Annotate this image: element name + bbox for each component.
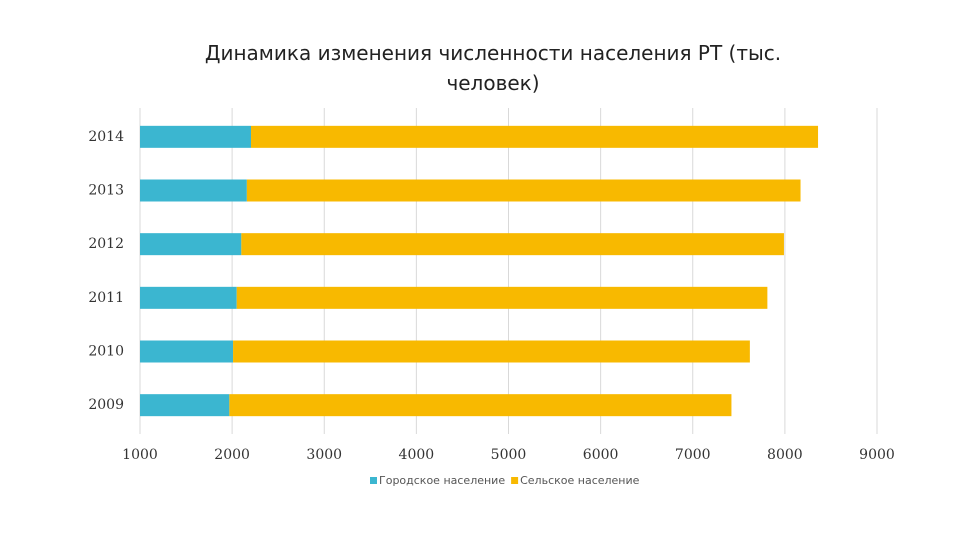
y-tick-label: 2014: [88, 129, 124, 145]
x-tick-label: 5000: [491, 447, 527, 463]
bar-segment: [241, 233, 784, 256]
legend-label: Сельское население: [520, 474, 640, 487]
x-tick-label: 3000: [306, 447, 342, 463]
bar-segment: [140, 286, 237, 309]
legend-swatch: [511, 477, 519, 484]
bar-segment: [140, 233, 242, 256]
bar-segment: [251, 125, 819, 148]
bar-segment: [140, 394, 230, 417]
y-tick-label: 2010: [88, 344, 124, 360]
bar-segment: [229, 394, 732, 417]
x-tick-label: 4000: [399, 447, 435, 463]
x-tick-label: 7000: [675, 447, 711, 463]
legend-label: Городское население: [379, 474, 505, 487]
bar-segment: [236, 286, 768, 309]
x-tick-label: 1000: [122, 447, 158, 463]
x-tick-label: 9000: [859, 447, 895, 463]
y-tick-label: 2009: [88, 397, 124, 413]
bar-segment: [140, 340, 234, 363]
x-tick-label: 6000: [583, 447, 619, 463]
bar-segment: [246, 179, 801, 202]
chart-title: Динамика изменения численности населения…: [204, 41, 782, 95]
x-tick-label: 8000: [767, 447, 803, 463]
y-tick-label: 2012: [88, 236, 124, 252]
x-tick-label: 2000: [214, 447, 250, 463]
bar-segment: [140, 179, 247, 202]
y-tick-label: 2011: [88, 290, 124, 306]
bar-segment: [233, 340, 750, 363]
y-tick-label: 2013: [88, 183, 124, 199]
legend-swatch: [370, 477, 377, 484]
bar-segment: [140, 125, 252, 148]
